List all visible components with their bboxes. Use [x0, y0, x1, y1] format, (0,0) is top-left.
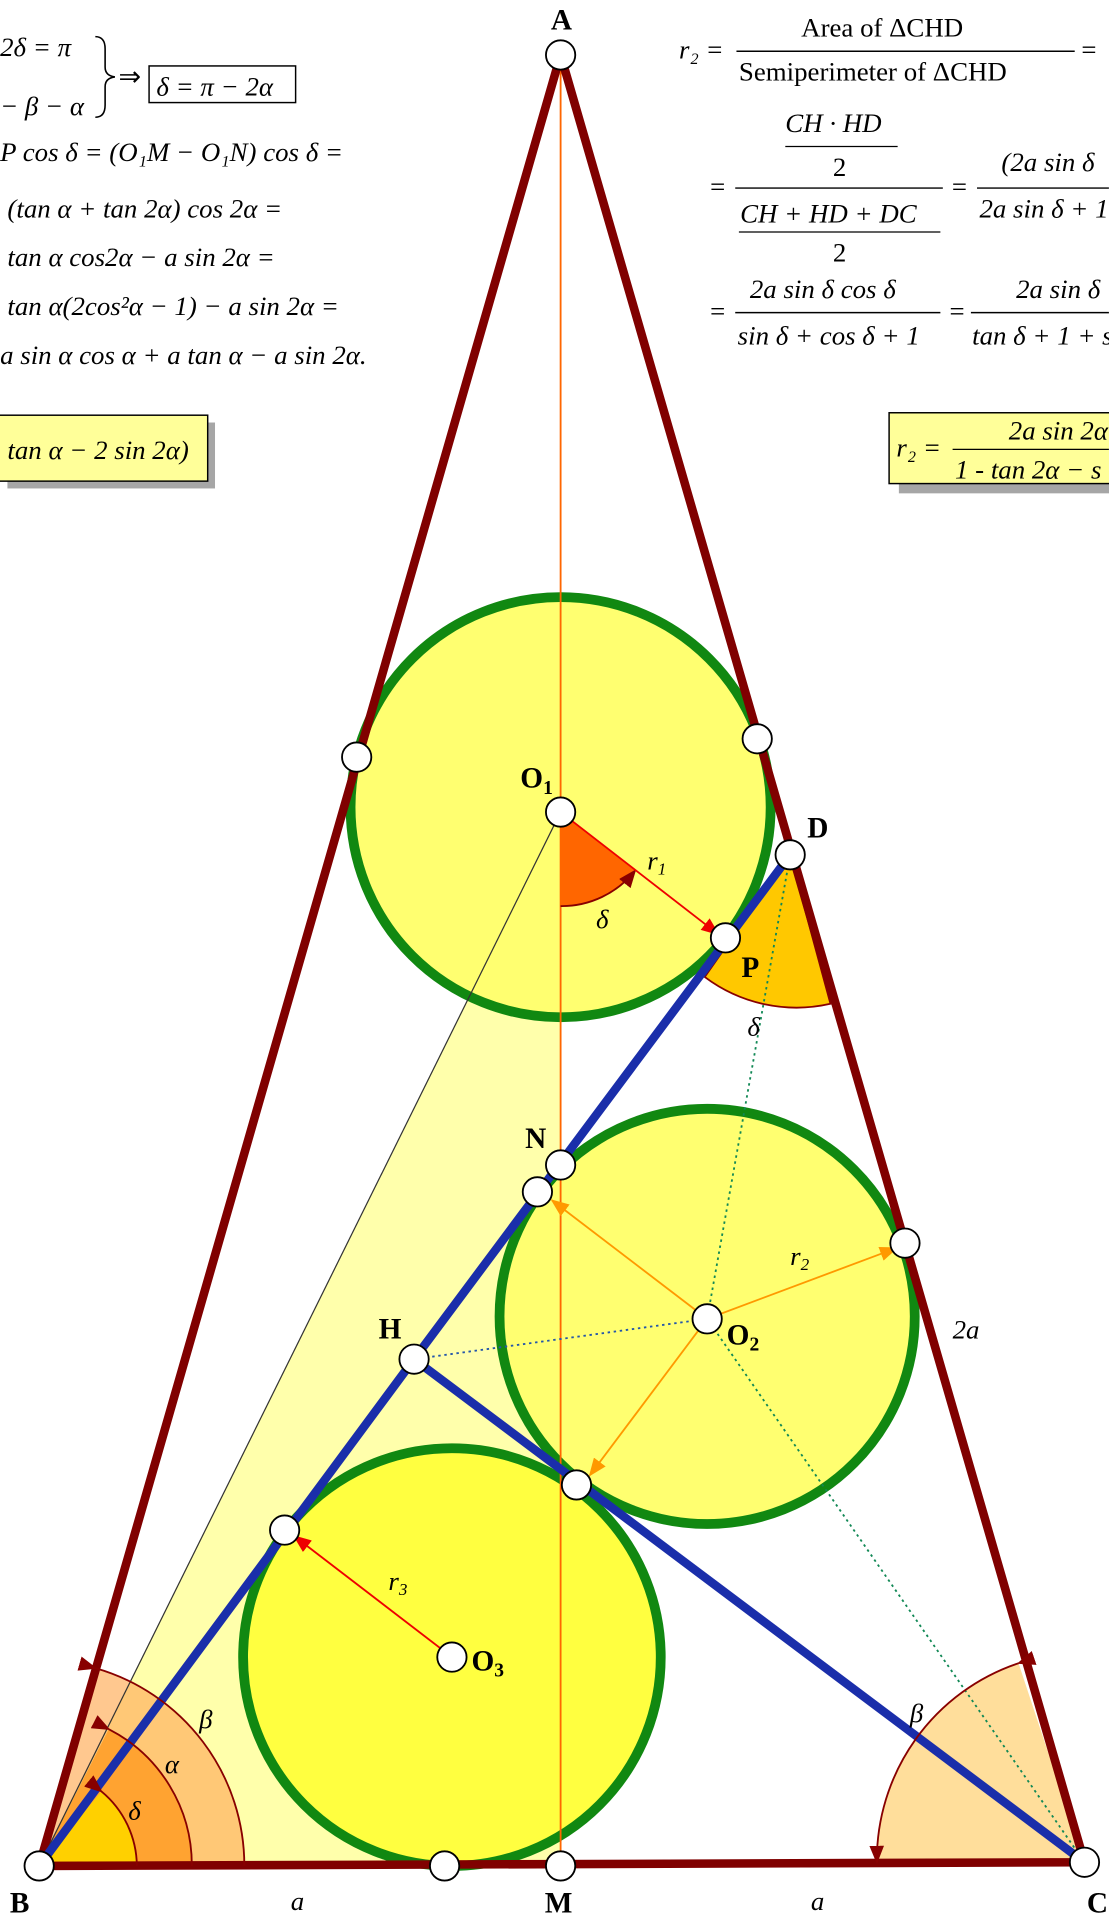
angle-sector-delta: [39, 1791, 137, 1866]
label-delta-d: δ: [747, 1012, 760, 1042]
formula: 2δ = π: [0, 32, 72, 62]
formula: 1 - tan 2α − s: [955, 455, 1101, 485]
formula: tan α cos2α − a sin 2α =: [7, 242, 274, 272]
right-formulas: r₂ = Area of ΔCHD Semiperimeter of ΔCHD …: [679, 13, 1109, 494]
radius-o2-n: [550, 1199, 708, 1320]
dotted-d-o2: [706, 854, 792, 1320]
label-a-right: a: [811, 1886, 824, 1916]
formula: tan α(2cos²α − 1) − a sin 2α =: [7, 291, 339, 321]
formula: a sin α cos α + a tan α − a sin 2α.: [0, 340, 366, 370]
formula: =: [708, 171, 726, 201]
label-a: A: [551, 4, 572, 36]
label-m: M: [545, 1887, 573, 1916]
formula: tan δ + 1 + s: [972, 320, 1109, 350]
formula: 2a sin δ + 1: [979, 193, 1108, 223]
label-o3: O3: [471, 1646, 504, 1682]
formula: r₂ =: [896, 433, 941, 463]
label-2a: 2a: [953, 1314, 980, 1344]
boxed-formula: tan α − 2 sin 2α): [7, 435, 188, 465]
label-r3: r3: [388, 1566, 407, 1599]
radius-r2: [706, 1246, 899, 1320]
formula: r₂ =: [679, 35, 724, 65]
formula: − β − α: [0, 91, 85, 121]
formula: 2a sin δ cos δ: [750, 274, 896, 304]
line-b-o1: [38, 811, 562, 1867]
label-h: H: [379, 1313, 402, 1345]
formula: 2: [833, 152, 846, 182]
arc-delta: [84, 1775, 138, 1866]
label-delta-b: δ: [128, 1796, 141, 1826]
label-o2: O2: [727, 1319, 760, 1355]
label-c: C: [1087, 1887, 1108, 1916]
implies: ⇒: [119, 61, 142, 91]
radius-r1: [560, 811, 720, 936]
arc-o1: [560, 869, 637, 908]
formula: =: [948, 296, 966, 326]
label-p: P: [741, 952, 759, 984]
formula: (2a sin δ: [1001, 147, 1095, 177]
arc-c: [869, 1651, 1037, 1865]
label-r1: r1: [647, 845, 666, 878]
formula: Semiperimeter of ΔCHD: [739, 57, 1007, 87]
label-d: D: [807, 813, 828, 845]
arc-beta: [77, 1656, 246, 1866]
label-delta-o1: δ: [596, 904, 609, 934]
formula: =: [950, 171, 968, 201]
points: [23, 39, 1101, 1882]
left-formulas: 2δ = π − β − α ⇒ δ = π − 2α P cos δ = (O…: [0, 32, 367, 489]
formula: Area of ΔCHD: [801, 13, 963, 43]
formula: =: [708, 296, 726, 326]
label-r2: r2: [790, 1241, 809, 1274]
label-a-left: a: [291, 1886, 304, 1916]
formula: 2a sin δ: [1016, 274, 1101, 304]
label-alpha: α: [165, 1749, 180, 1779]
formula: (tan α + tan 2α) cos 2α =: [7, 193, 282, 223]
label-n: N: [525, 1123, 546, 1155]
formula: 2a sin 2α: [1009, 416, 1109, 446]
formula: 2: [833, 237, 846, 267]
label-beta-c: β: [909, 1698, 924, 1728]
formula: P cos δ = (O₁M − O₁N) cos δ =: [0, 137, 343, 167]
angle-sector-d: [703, 852, 832, 1009]
dotted-h-o2: [413, 1317, 708, 1361]
formula: =: [1080, 35, 1098, 65]
label-o1: O1: [520, 763, 553, 799]
arc-alpha: [90, 1715, 193, 1866]
label-beta-b: β: [198, 1704, 213, 1734]
formula: sin δ + cos δ + 1: [738, 320, 920, 350]
radius-r3: [292, 1535, 453, 1658]
label-b: B: [10, 1887, 30, 1916]
radius-o2-t: [588, 1318, 708, 1477]
angle-sector-o1: [560, 812, 636, 907]
formula: CH · HD: [785, 108, 881, 138]
boxed-formula: δ = π − 2α: [156, 71, 273, 101]
formula: CH + HD + DC: [740, 198, 918, 228]
